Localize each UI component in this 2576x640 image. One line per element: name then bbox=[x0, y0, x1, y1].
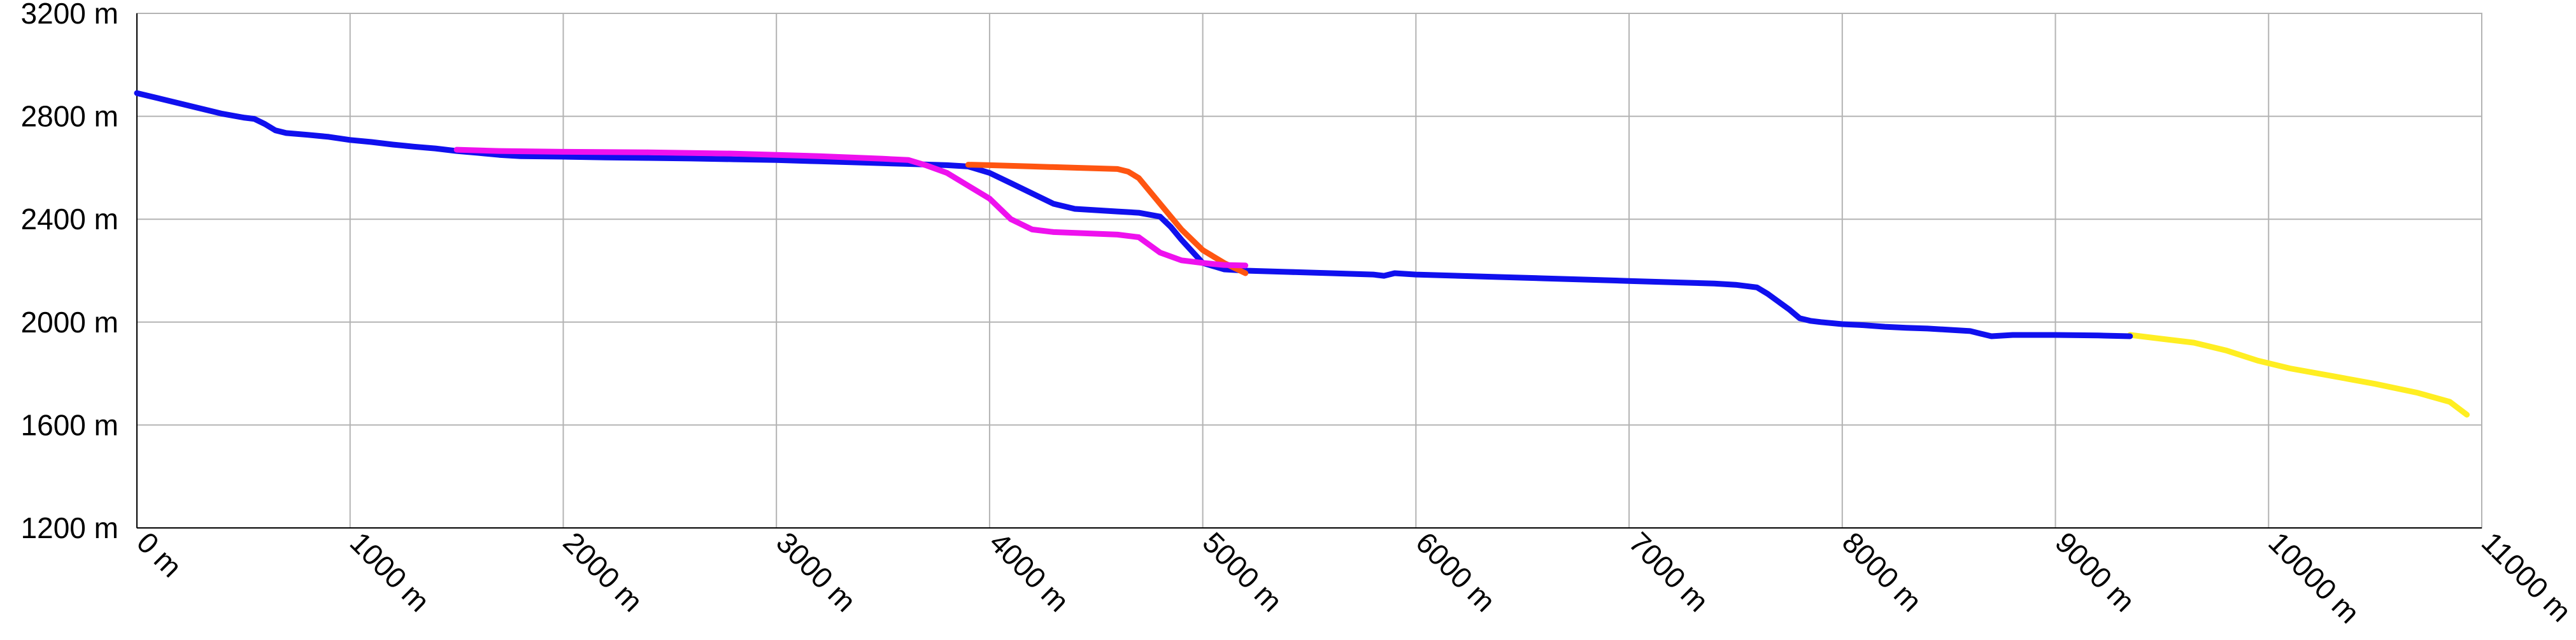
series-line-3 bbox=[453, 146, 1249, 269]
y-tick-label-2400: 2400 m bbox=[21, 203, 118, 236]
y-tick-label-2800: 2800 m bbox=[21, 100, 118, 133]
axes-layer bbox=[136, 13, 2482, 529]
series-layer bbox=[134, 90, 2470, 418]
series-line-2 bbox=[965, 162, 1249, 276]
y-tick-label-1600: 1600 m bbox=[21, 408, 118, 441]
y-tick-label-2000: 2000 m bbox=[21, 306, 118, 339]
series-line-0 bbox=[2127, 332, 2470, 418]
y-tick-label-3200: 3200 m bbox=[21, 0, 118, 30]
series-line-1 bbox=[134, 90, 2133, 339]
y-tick-label-1200: 1200 m bbox=[21, 511, 118, 544]
y-tick-labels: 1200 m 1600 m 2000 m 2400 m 2800 m 3200 m bbox=[21, 0, 118, 544]
